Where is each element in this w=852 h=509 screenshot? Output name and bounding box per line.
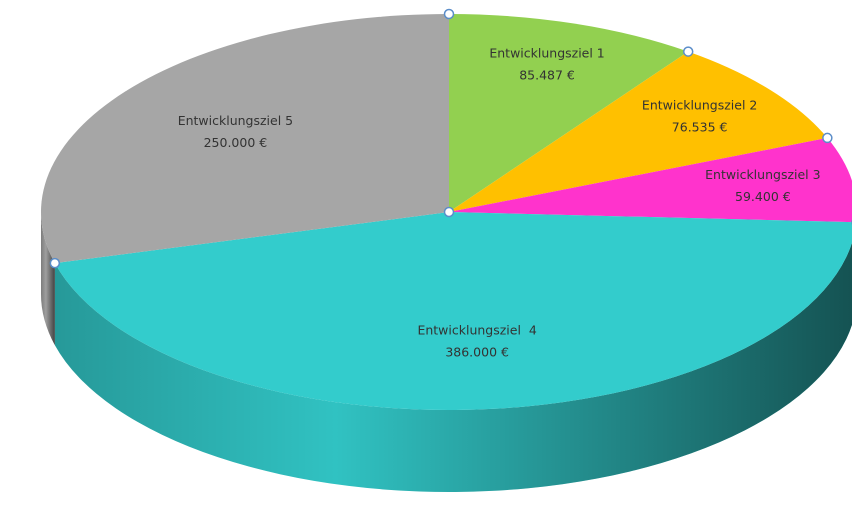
slice: [449, 51, 828, 212]
slice: [449, 137, 852, 223]
slice-value-label: 59.400 €: [735, 189, 791, 204]
slice-label: Entwicklungsziel 3: [705, 167, 820, 182]
slice-side-shade: [41, 212, 55, 346]
slice-side-shade: [54, 242, 852, 492]
slice-label: Entwicklungsziel 5: [178, 113, 293, 128]
slice: [54, 212, 852, 410]
slice-label: Entwicklungsziel 2: [642, 97, 757, 112]
slice: [449, 14, 689, 212]
selection-handle: [822, 132, 833, 144]
selection-handle: [682, 46, 694, 57]
slice-value-label: 76.535 €: [672, 119, 728, 134]
slice-value-label: 250.000 €: [204, 135, 268, 150]
selection-handle: [49, 257, 61, 269]
selection-handle: [443, 8, 455, 20]
slice: [40, 14, 449, 264]
slice-value-label: 386.000 €: [445, 344, 509, 359]
slice-label: Entwicklungsziel 4: [417, 322, 536, 337]
slice-value-label: 85.487 €: [519, 68, 575, 83]
selection-handle: [443, 206, 455, 218]
slice-label: Entwicklungsziel 1: [489, 46, 604, 61]
